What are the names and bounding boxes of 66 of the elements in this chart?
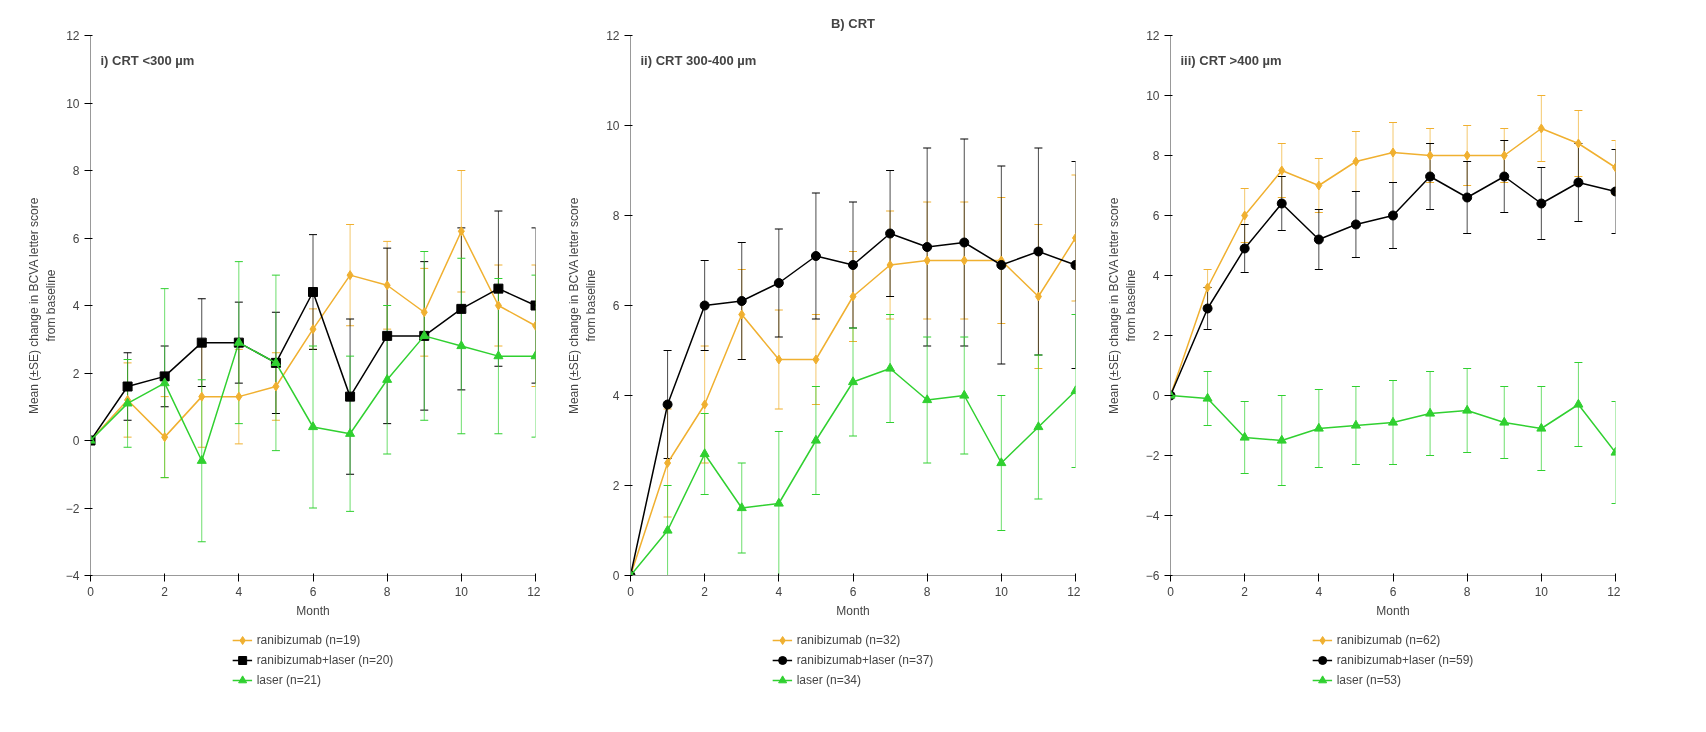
legend-label: laser (n=34) bbox=[796, 673, 861, 687]
x-tick-label: 12 bbox=[1607, 584, 1621, 599]
y-tick-label: 10 bbox=[1146, 89, 1160, 103]
y-tick-label: −2 bbox=[65, 501, 80, 516]
y-tick-label: −4 bbox=[1145, 509, 1160, 523]
y-tick-label: 6 bbox=[612, 299, 620, 313]
x-tick-label: 8 bbox=[383, 584, 391, 599]
y-tick-label: 6 bbox=[1152, 209, 1160, 223]
y-tick-label: 12 bbox=[1146, 29, 1160, 43]
legend-label: ranibizumab+laser (n=37) bbox=[796, 653, 934, 667]
y-tick-label: 12 bbox=[606, 29, 620, 43]
y-tick-label: −4 bbox=[65, 569, 80, 583]
x-axis-title: Month bbox=[836, 603, 870, 618]
x-tick-label: 10 bbox=[1534, 584, 1549, 599]
x-axis-title: Month bbox=[1376, 603, 1410, 618]
legend-label: ranibizumab (n=19) bbox=[256, 633, 361, 647]
x-tick-label: 10 bbox=[454, 584, 469, 599]
y-tick-label: 10 bbox=[606, 119, 620, 133]
y-tick-label: 4 bbox=[72, 299, 80, 313]
y-tick-label: 12 bbox=[66, 29, 80, 43]
x-tick-label: 12 bbox=[527, 584, 541, 599]
y-tick-label: 8 bbox=[1152, 149, 1160, 163]
y-tick-label: −6 bbox=[1145, 569, 1160, 583]
chart-title: B) CRT bbox=[830, 15, 876, 31]
annotation: i) CRT <300 µm bbox=[100, 52, 195, 68]
x-tick-label: 8 bbox=[923, 584, 931, 599]
y-tick-label: 8 bbox=[72, 164, 80, 178]
x-tick-label: 0 bbox=[1167, 584, 1175, 599]
x-axis-title: Month bbox=[296, 603, 330, 618]
x-tick-label: 2 bbox=[1241, 584, 1249, 599]
y-tick-label: 0 bbox=[72, 434, 80, 448]
legend-label: laser (n=53) bbox=[1336, 673, 1401, 687]
x-tick-label: 10 bbox=[994, 584, 1009, 599]
x-tick-label: 4 bbox=[1315, 584, 1323, 599]
legend-label: laser (n=21) bbox=[256, 673, 321, 687]
x-tick-label: 6 bbox=[309, 584, 317, 599]
annotation: ii) CRT 300-400 µm bbox=[640, 52, 757, 68]
y-tick-label: 0 bbox=[1152, 389, 1160, 403]
y-tick-label: 2 bbox=[1152, 329, 1160, 343]
x-tick-label: 8 bbox=[1463, 584, 1471, 599]
x-tick-label: 6 bbox=[849, 584, 857, 599]
legend-label: ranibizumab (n=62) bbox=[1336, 633, 1441, 647]
x-tick-label: 2 bbox=[701, 584, 709, 599]
annotation: iii) CRT >400 µm bbox=[1180, 52, 1282, 68]
x-tick-label: 6 bbox=[1389, 584, 1397, 599]
y-tick-label: 6 bbox=[72, 231, 80, 246]
x-tick-label: 12 bbox=[1067, 584, 1081, 599]
x-tick-label: 4 bbox=[775, 584, 783, 599]
y-tick-label: 4 bbox=[612, 389, 620, 403]
x-tick-label: 0 bbox=[87, 584, 95, 599]
y-axis-title: Mean (±SE) change in BCVA letter score from baseline bbox=[27, 197, 58, 415]
y-axis-title: Mean (±SE) change in BCVA letter score from baseline bbox=[567, 197, 599, 415]
y-tick-label: 0 bbox=[612, 569, 620, 583]
legend-label: ranibizumab+laser (n=59) bbox=[1336, 653, 1474, 667]
y-tick-label: 2 bbox=[612, 479, 620, 493]
y-tick-label: 10 bbox=[66, 96, 80, 111]
y-tick-label: 8 bbox=[612, 209, 620, 223]
legend-label: ranibizumab (n=32) bbox=[796, 633, 901, 647]
y-tick-label: −2 bbox=[1145, 449, 1160, 463]
y-tick-label: 2 bbox=[72, 366, 80, 381]
x-tick-label: 2 bbox=[161, 584, 169, 599]
y-tick-label: 4 bbox=[1152, 269, 1160, 283]
legend-label: ranibizumab+laser (n=20) bbox=[256, 653, 394, 667]
y-axis-title: Mean (±SE) change in BCVA letter score from baseline bbox=[1107, 197, 1138, 415]
x-tick-label: 0 bbox=[627, 584, 635, 599]
x-tick-label: 4 bbox=[235, 584, 243, 599]
